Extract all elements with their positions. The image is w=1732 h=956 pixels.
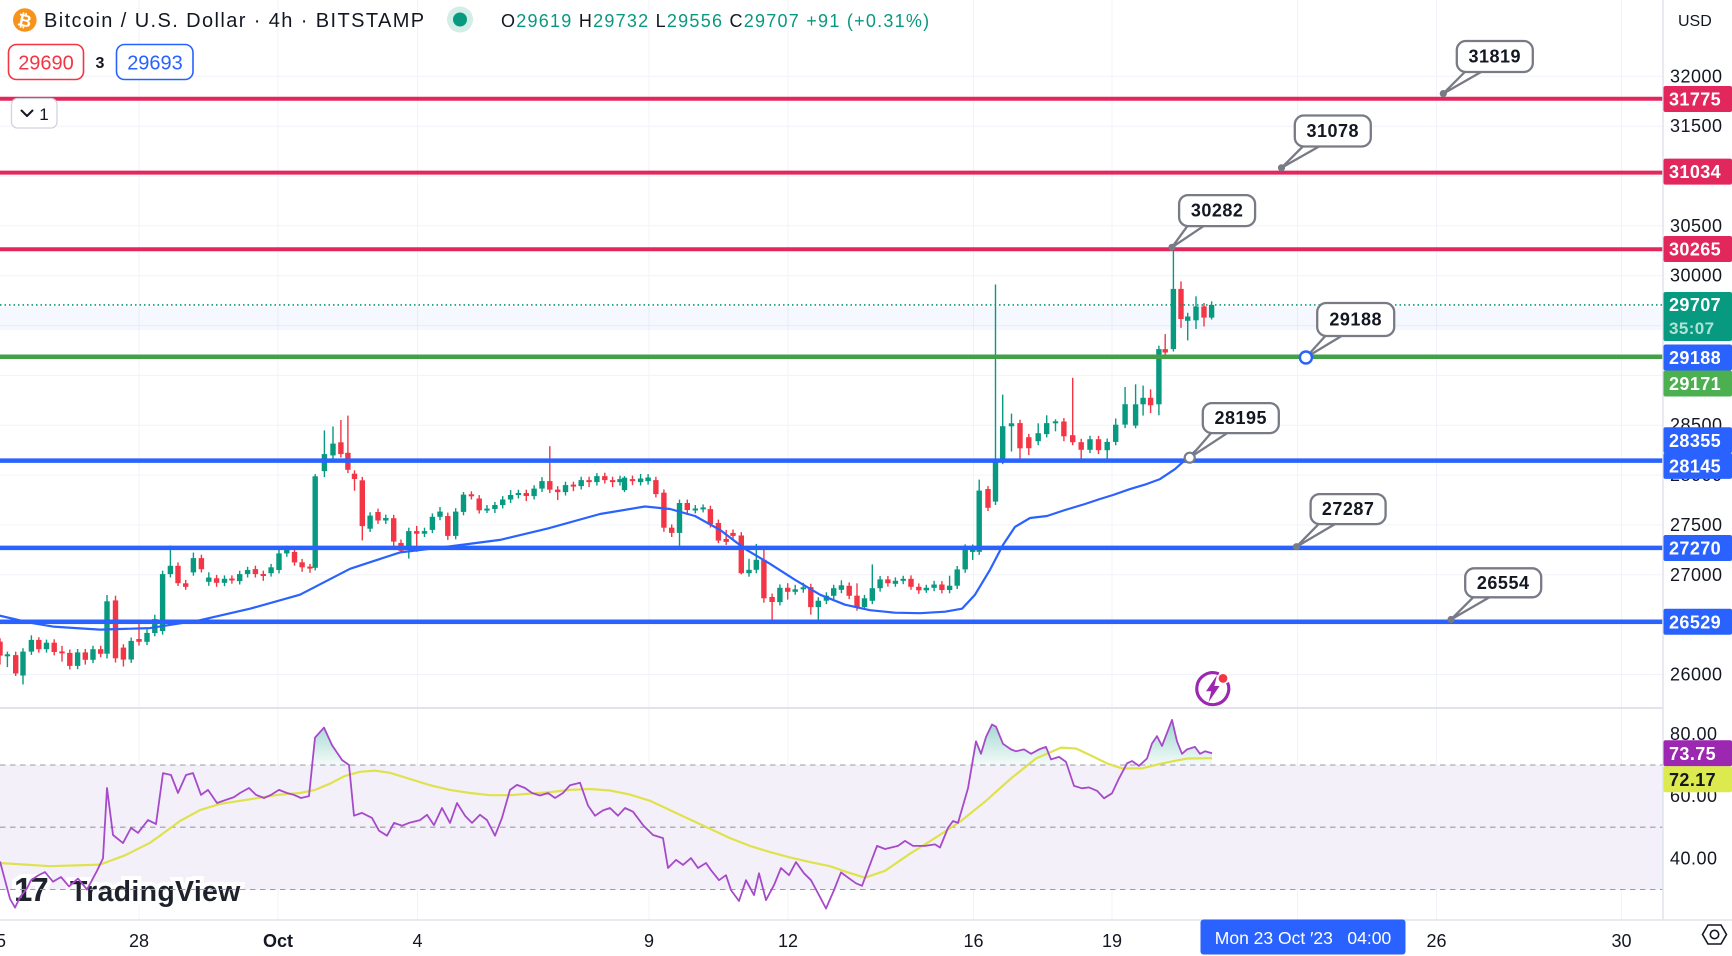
svg-text:26529: 26529 bbox=[1669, 612, 1721, 632]
svg-text:27500: 27500 bbox=[1670, 515, 1723, 535]
svg-text:29693: 29693 bbox=[127, 53, 183, 75]
svg-text:29707: 29707 bbox=[1669, 295, 1721, 315]
svg-text:28: 28 bbox=[129, 931, 149, 951]
svg-text:29188: 29188 bbox=[1329, 310, 1382, 330]
svg-text:TradingView: TradingView bbox=[70, 876, 241, 908]
svg-text:4: 4 bbox=[412, 931, 422, 951]
svg-text:3: 3 bbox=[96, 55, 105, 72]
svg-text:29690: 29690 bbox=[18, 53, 74, 75]
svg-text:1: 1 bbox=[39, 105, 48, 124]
svg-text:5: 5 bbox=[0, 931, 6, 951]
svg-text:31078: 31078 bbox=[1307, 121, 1360, 141]
svg-text:O29619 H29732 L29556 C29707 +9: O29619 H29732 L29556 C29707 +91 (+0.31%) bbox=[501, 11, 930, 31]
svg-text:31775: 31775 bbox=[1669, 90, 1721, 110]
svg-text:72.17: 72.17 bbox=[1669, 770, 1716, 790]
svg-text:30500: 30500 bbox=[1670, 216, 1723, 236]
svg-text:30000: 30000 bbox=[1670, 266, 1723, 286]
svg-text:28355: 28355 bbox=[1669, 431, 1721, 451]
svg-text:31034: 31034 bbox=[1669, 162, 1721, 182]
svg-text:TradingView: TradingView bbox=[70, 876, 241, 908]
svg-text:26000: 26000 bbox=[1670, 665, 1723, 685]
svg-text:Mon 23 Oct ′23 04:00: Mon 23 Oct ′23 04:00 bbox=[1215, 928, 1392, 948]
svg-text:29171: 29171 bbox=[1669, 374, 1721, 394]
svg-text:27270: 27270 bbox=[1669, 539, 1721, 559]
svg-text:32000: 32000 bbox=[1670, 66, 1723, 86]
svg-text:19: 19 bbox=[1102, 931, 1122, 951]
svg-text:27000: 27000 bbox=[1670, 565, 1723, 585]
svg-text:Oct: Oct bbox=[263, 931, 293, 951]
svg-text:29188: 29188 bbox=[1669, 348, 1721, 368]
svg-text:30: 30 bbox=[1611, 931, 1631, 951]
svg-text:30265: 30265 bbox=[1669, 240, 1721, 260]
svg-text:80.00: 80.00 bbox=[1670, 724, 1718, 744]
svg-text:30282: 30282 bbox=[1191, 201, 1244, 221]
svg-text:26: 26 bbox=[1426, 931, 1446, 951]
svg-text:28195: 28195 bbox=[1215, 408, 1268, 428]
svg-text:28145: 28145 bbox=[1669, 456, 1721, 476]
svg-text:USD: USD bbox=[1678, 13, 1712, 30]
svg-text:26554: 26554 bbox=[1477, 573, 1530, 593]
svg-text:73.75: 73.75 bbox=[1669, 744, 1716, 764]
svg-text:12: 12 bbox=[778, 931, 798, 951]
svg-text:35:07: 35:07 bbox=[1669, 319, 1714, 338]
svg-text:27287: 27287 bbox=[1322, 499, 1375, 519]
svg-text:40.00: 40.00 bbox=[1670, 848, 1718, 868]
svg-text:₿: ₿ bbox=[16, 10, 34, 31]
svg-text:Bitcoin / U.S. Dollar · 4h · B: Bitcoin / U.S. Dollar · 4h · BITSTAMP bbox=[44, 10, 426, 32]
svg-text:31819: 31819 bbox=[1469, 47, 1522, 67]
svg-text:16: 16 bbox=[963, 931, 983, 951]
svg-text:31500: 31500 bbox=[1670, 116, 1723, 136]
svg-text:9: 9 bbox=[644, 931, 654, 951]
